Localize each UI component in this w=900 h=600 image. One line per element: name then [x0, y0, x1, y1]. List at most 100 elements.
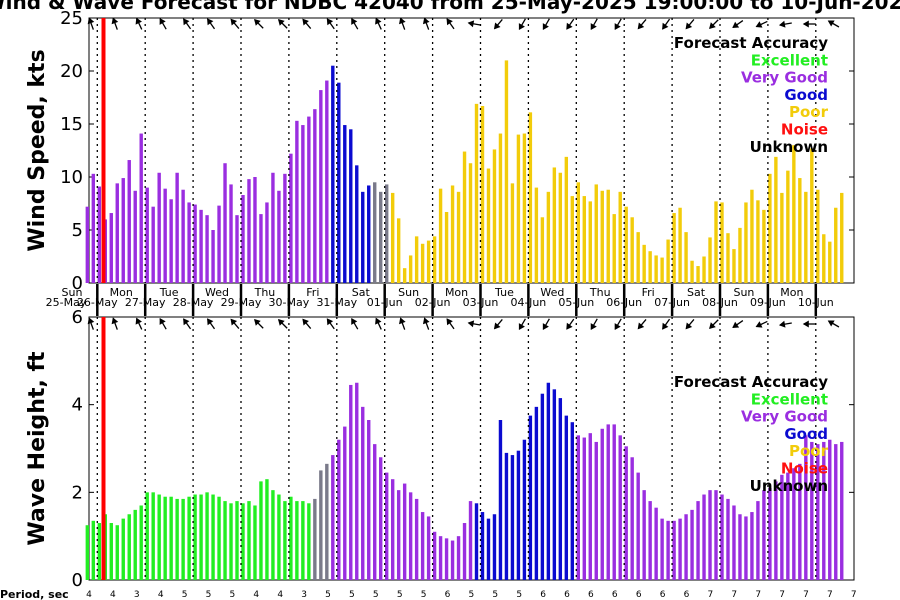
wind-bar	[732, 249, 736, 283]
wave-direction-arrow-icon	[399, 317, 406, 330]
wind-legend-very_good: Very Good	[741, 69, 828, 87]
wave-direction-arrow-icon	[326, 318, 335, 330]
arrow-head	[183, 318, 190, 326]
wind-direction-arrow-icon	[637, 18, 647, 30]
wave-bar	[834, 444, 838, 580]
wave-direction-arrow-icon	[351, 317, 359, 330]
wave-bar	[660, 518, 664, 580]
wind-bar	[331, 65, 335, 283]
wind-bar	[301, 125, 305, 283]
wind-bar	[223, 163, 227, 283]
wind-direction-arrow-icon	[277, 19, 288, 29]
wind-direction-arrow-icon	[254, 19, 264, 29]
wind-bar	[744, 202, 748, 283]
wind-bar	[175, 172, 179, 283]
wind-bar	[642, 244, 646, 283]
wave-bar	[384, 472, 389, 580]
wave-bar	[702, 494, 706, 580]
wave-direction-arrow-icon	[277, 319, 288, 329]
wind-bar	[834, 207, 838, 283]
wave-bar	[588, 433, 592, 580]
wind-direction-arrow-icon	[614, 18, 622, 31]
wind-bar	[726, 233, 730, 283]
wind-bar	[654, 255, 658, 283]
wave-bar	[367, 420, 371, 580]
wind-direction-arrow-icon	[87, 17, 95, 30]
wind-bar	[516, 134, 521, 283]
wind-bar	[384, 184, 389, 283]
wind-bar	[504, 60, 509, 284]
wind-bar	[648, 251, 652, 283]
wave-bar	[708, 490, 712, 580]
wind-direction-arrow-icon	[685, 18, 695, 30]
wind-bar	[594, 184, 598, 283]
arrow-head	[732, 321, 740, 329]
wind-direction-arrow-icon	[326, 18, 335, 30]
wave-bar	[756, 501, 760, 580]
wave-bar	[594, 441, 598, 580]
wave-bar	[570, 422, 575, 580]
arrow-head	[422, 17, 430, 25]
wave-direction-arrow-icon	[254, 319, 264, 329]
wave-direction-arrow-icon	[375, 317, 382, 330]
wind-bar	[606, 189, 610, 283]
wave-bar	[612, 424, 616, 580]
wave-bar	[630, 457, 634, 580]
period-value: 7	[779, 590, 785, 600]
wind-bar	[444, 211, 449, 283]
wave-bar	[319, 470, 323, 580]
arrow-head	[351, 317, 358, 325]
wind-direction-arrow-icon	[159, 17, 167, 30]
wave-bar	[678, 518, 682, 580]
date-label: 30-May	[269, 296, 310, 309]
wave-bar	[121, 518, 125, 580]
wind-bar	[564, 156, 569, 283]
arrow-head	[637, 22, 645, 30]
arrow-head	[277, 19, 285, 26]
wind-bar	[253, 177, 257, 283]
wind-direction-arrow-icon	[302, 18, 312, 30]
wave-bar	[504, 452, 509, 580]
wave-bar	[193, 494, 197, 580]
wave-bar	[798, 463, 802, 580]
wind-legend-noise: Noise	[781, 121, 828, 139]
wave-bar	[456, 536, 461, 580]
wave-bar	[109, 523, 113, 580]
wave-bar	[540, 393, 545, 580]
wave-y-tick-label: 6	[72, 307, 83, 328]
arrow-head	[207, 318, 214, 326]
wave-bar	[696, 501, 700, 580]
wave-direction-arrow-icon	[230, 318, 240, 330]
wave-bar	[253, 505, 257, 580]
wave-direction-arrow-icon	[183, 318, 192, 330]
period-value: 5	[469, 590, 475, 600]
wind-bar	[361, 191, 365, 283]
wave-bar	[774, 481, 778, 580]
wind-legend-title: Forecast Accuracy	[674, 34, 828, 52]
arrow-head	[254, 319, 261, 326]
wind-direction-arrow-icon	[566, 18, 575, 30]
wave-direction-arrow-icon	[518, 318, 526, 331]
period-value: 6	[540, 590, 546, 600]
period-value: 5	[325, 590, 331, 600]
arrow-head	[446, 18, 453, 26]
period-value: 6	[660, 590, 666, 600]
wind-bar	[714, 201, 718, 283]
date-label: 08-Jun	[702, 296, 738, 309]
date-label: 28-May	[173, 296, 214, 309]
wave-bar	[684, 514, 688, 580]
wave-direction-arrow-icon	[446, 318, 455, 330]
wave-bar	[414, 498, 419, 580]
period-value: 3	[301, 590, 307, 600]
wind-direction-arrow-icon	[351, 17, 359, 30]
wave-bar	[139, 505, 143, 580]
wave-bar	[762, 490, 766, 580]
period-value: 5	[397, 590, 403, 600]
wave-legend-good: Good	[784, 425, 828, 443]
wind-direction-arrow-icon	[827, 20, 840, 28]
wave-bar	[750, 512, 754, 580]
day-name-label: Wed	[540, 286, 564, 299]
day-name-label: Fri	[306, 286, 319, 299]
period-value: 7	[755, 590, 761, 600]
wind-bar	[121, 178, 125, 283]
